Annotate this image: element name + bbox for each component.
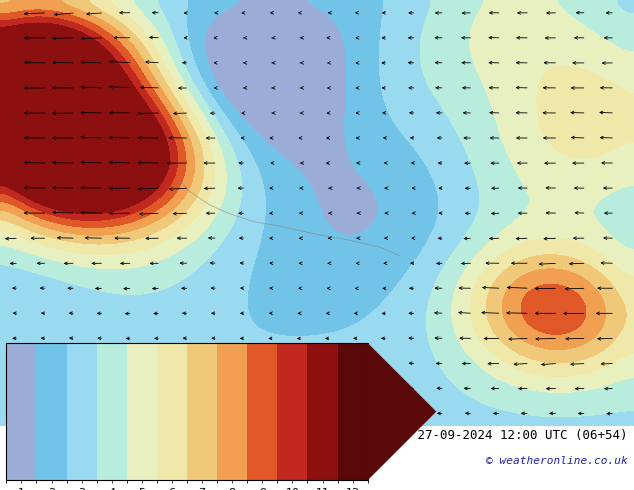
Text: Fr 27-09-2024 12:00 UTC (06+54): Fr 27-09-2024 12:00 UTC (06+54): [395, 429, 628, 442]
Text: Surface wind (bft)   NAM: Surface wind (bft) NAM: [13, 429, 193, 442]
Text: © weatheronline.co.uk: © weatheronline.co.uk: [486, 456, 628, 466]
